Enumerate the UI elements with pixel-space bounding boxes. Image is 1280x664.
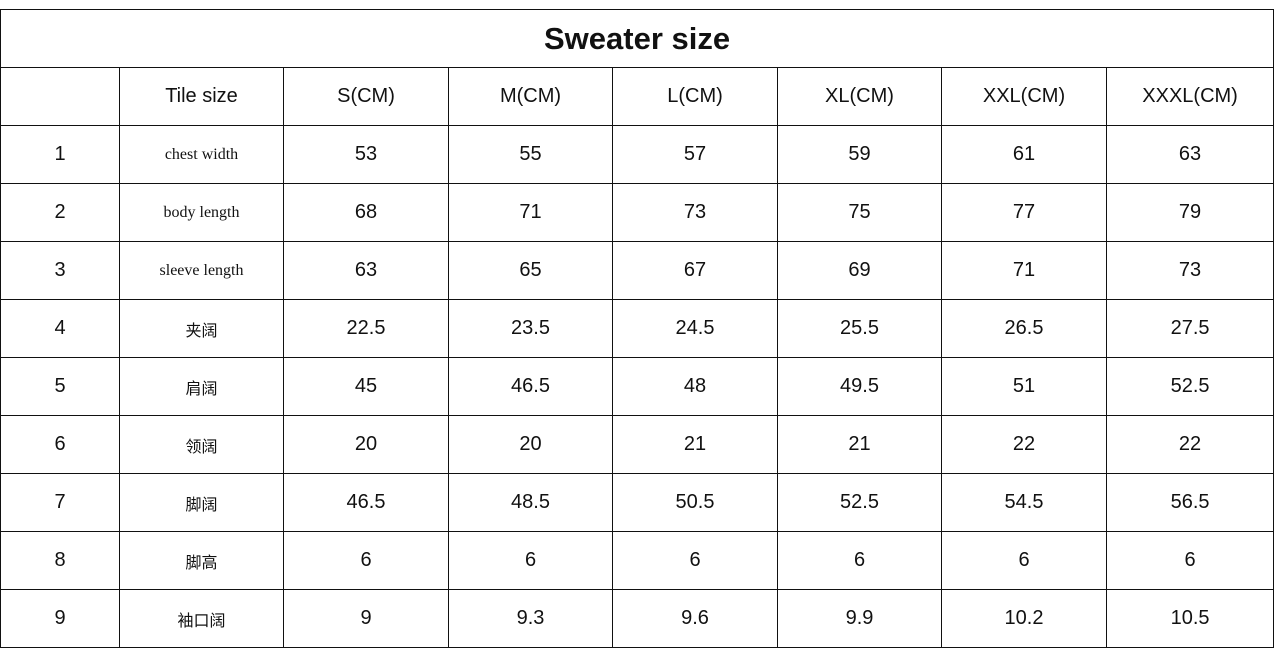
table-row: 2 body length 68 71 73 75 77 79 <box>0 183 1275 242</box>
row-index: 9 <box>0 589 120 648</box>
header-cell: L(CM) <box>612 67 778 126</box>
size-value: 48.5 <box>448 473 613 532</box>
size-value: 71 <box>448 183 613 242</box>
size-value: 68 <box>283 183 449 242</box>
title-row: Sweater size <box>0 9 1275 68</box>
row-label: 肩阔 <box>119 357 284 416</box>
table-row: 6 领阔 20 20 21 21 22 22 <box>0 415 1275 474</box>
size-value: 69 <box>777 241 942 300</box>
table-row: 1 chest width 53 55 57 59 61 63 <box>0 125 1275 184</box>
size-value: 6 <box>612 531 778 590</box>
size-value: 22 <box>1105 415 1275 474</box>
row-index: 5 <box>0 357 120 416</box>
size-value: 6 <box>448 531 613 590</box>
size-value: 45 <box>283 357 449 416</box>
size-value: 59 <box>777 125 942 184</box>
size-value: 75 <box>777 183 942 242</box>
size-value: 65 <box>448 241 613 300</box>
size-value: 52.5 <box>1105 357 1275 416</box>
size-value: 22.5 <box>283 299 449 358</box>
row-index: 1 <box>0 125 120 184</box>
header-row: Tile size S(CM) M(CM) L(CM) XL(CM) XXL(CM) XXX… <box>0 67 1275 126</box>
size-value: 51 <box>941 357 1107 416</box>
size-value: 24.5 <box>612 299 778 358</box>
row-label: 袖口阔 <box>119 589 284 648</box>
table-row: 4 夹阔 22.5 23.5 24.5 25.5 26.5 27.5 <box>0 299 1275 358</box>
size-value: 21 <box>777 415 942 474</box>
row-index: 7 <box>0 473 120 532</box>
size-value: 20 <box>448 415 613 474</box>
size-value: 49.5 <box>777 357 942 416</box>
size-value: 79 <box>1105 183 1275 242</box>
row-label: chest width <box>119 125 284 184</box>
row-label: 脚阔 <box>119 473 284 532</box>
size-value: 22 <box>941 415 1107 474</box>
size-value: 46.5 <box>448 357 613 416</box>
size-value: 6 <box>777 531 942 590</box>
row-label: sleeve length <box>119 241 284 300</box>
size-value: 53 <box>283 125 449 184</box>
row-label: 夹阔 <box>119 299 284 358</box>
size-value: 6 <box>1105 531 1275 590</box>
table-row: 9 袖口阔 9 9.3 9.6 9.9 10.2 10.5 <box>0 589 1275 648</box>
row-index: 2 <box>0 183 120 242</box>
header-cell: XXXL(CM) <box>1105 67 1275 126</box>
header-cell: Tile size <box>119 67 284 126</box>
size-value: 48 <box>612 357 778 416</box>
size-table: Sweater size Tile size S(CM) M(CM) L(CM) XL(… <box>0 9 1275 648</box>
size-value: 73 <box>612 183 778 242</box>
size-value: 9.9 <box>777 589 942 648</box>
size-value: 63 <box>1105 125 1275 184</box>
size-value: 10.2 <box>941 589 1107 648</box>
table-row: 7 脚阔 46.5 48.5 50.5 52.5 54.5 56.5 <box>0 473 1275 532</box>
size-value: 71 <box>941 241 1107 300</box>
row-index: 4 <box>0 299 120 358</box>
table-body: Sweater size Tile size S(CM) M(CM) L(CM) XL(… <box>0 9 1275 648</box>
size-value: 9.3 <box>448 589 613 648</box>
size-value: 25.5 <box>777 299 942 358</box>
size-value: 50.5 <box>612 473 778 532</box>
size-value: 61 <box>941 125 1107 184</box>
size-value: 9 <box>283 589 449 648</box>
row-label: 领阔 <box>119 415 284 474</box>
header-cell: S(CM) <box>283 67 449 126</box>
size-value: 54.5 <box>941 473 1107 532</box>
size-value: 57 <box>612 125 778 184</box>
row-index: 6 <box>0 415 120 474</box>
header-cell: M(CM) <box>448 67 613 126</box>
size-value: 27.5 <box>1105 299 1275 358</box>
size-value: 21 <box>612 415 778 474</box>
row-label: 脚高 <box>119 531 284 590</box>
size-value: 26.5 <box>941 299 1107 358</box>
table-row: 8 脚高 6 6 6 6 6 6 <box>0 531 1275 590</box>
row-label: body length <box>119 183 284 242</box>
size-value: 9.6 <box>612 589 778 648</box>
size-value: 73 <box>1105 241 1275 300</box>
header-cell <box>0 67 120 126</box>
table-row: 5 肩阔 45 46.5 48 49.5 51 52.5 <box>0 357 1275 416</box>
size-value: 46.5 <box>283 473 449 532</box>
size-value: 6 <box>283 531 449 590</box>
size-value: 10.5 <box>1105 589 1275 648</box>
size-value: 56.5 <box>1105 473 1275 532</box>
table-title: Sweater size <box>0 9 1275 68</box>
size-value: 23.5 <box>448 299 613 358</box>
size-value: 52.5 <box>777 473 942 532</box>
header-cell: XL(CM) <box>777 67 942 126</box>
table-row: 3 sleeve length 63 65 67 69 71 73 <box>0 241 1275 300</box>
row-index: 8 <box>0 531 120 590</box>
size-value: 77 <box>941 183 1107 242</box>
size-value: 63 <box>283 241 449 300</box>
header-cell: XXL(CM) <box>941 67 1107 126</box>
size-value: 6 <box>941 531 1107 590</box>
row-index: 3 <box>0 241 120 300</box>
size-value: 55 <box>448 125 613 184</box>
size-value: 67 <box>612 241 778 300</box>
size-value: 20 <box>283 415 449 474</box>
